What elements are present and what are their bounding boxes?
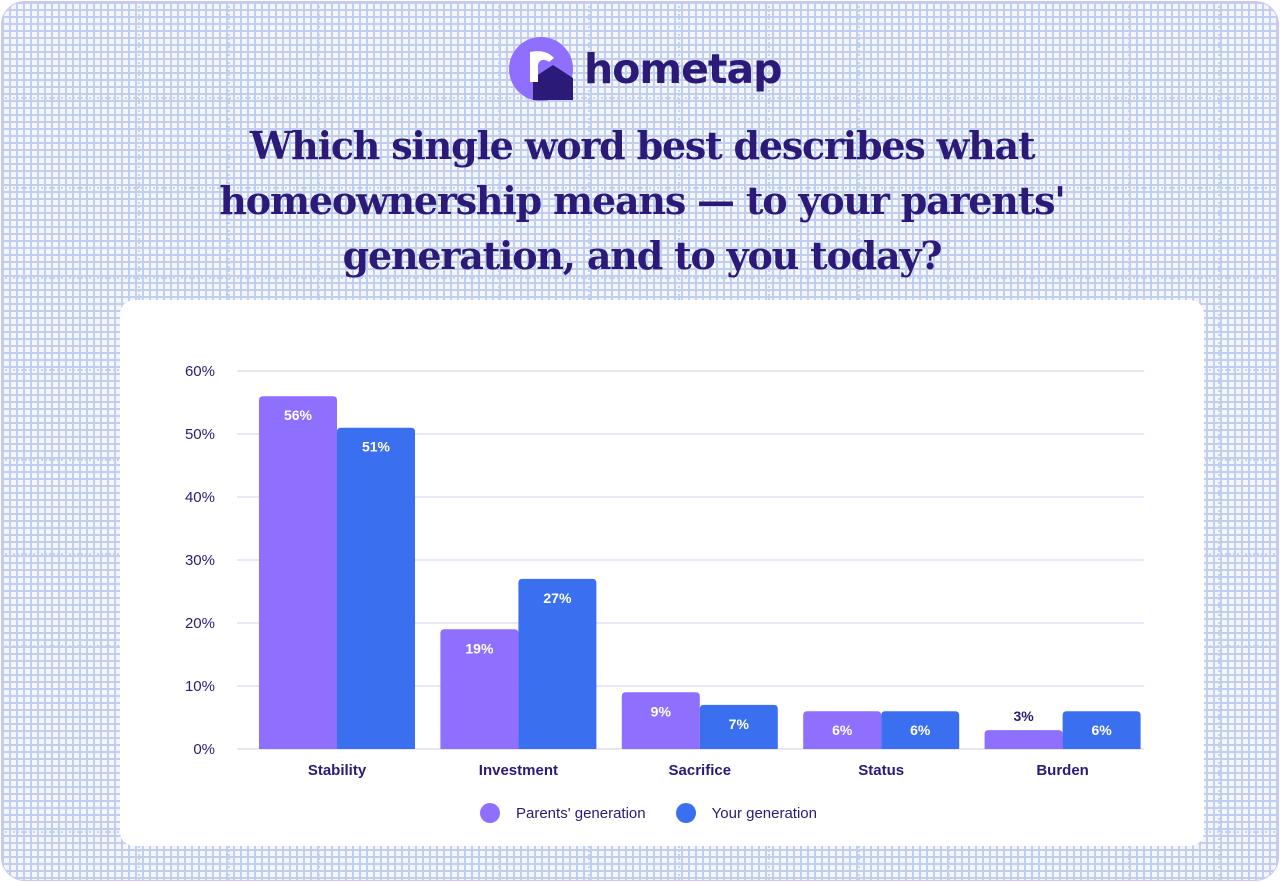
category-label: Status [858,762,904,779]
data-label: 19% [465,640,494,656]
data-label: 56% [284,407,313,423]
legend-label-yours: Your generation [711,804,817,822]
category-label: Burden [1036,762,1089,779]
hometap-logo-icon [509,37,573,101]
category-label: Stability [308,762,367,779]
bar [699,704,778,749]
chart-legend: Parents' generation Your generation [480,803,847,823]
data-label: 6% [1091,722,1112,738]
category-label: Investment [479,762,558,779]
legend-swatch-yours [675,803,696,823]
headline: Which single word best describes what ho… [219,123,1066,278]
data-label: 6% [832,722,853,738]
data-label: 9% [651,703,672,719]
legend-label-parents: Parents' generation [516,804,646,822]
bar [440,629,519,749]
bar [518,578,597,749]
brand-logo: hometap [508,36,782,102]
bar [621,692,700,749]
y-tick-label: 30% [185,552,215,569]
brand-name: hometap [584,45,782,93]
data-label: 3% [1013,708,1034,724]
legend-item-yours: Your generation [675,803,817,823]
y-tick-label: 0% [193,741,215,758]
bar [984,730,1063,749]
category-label: Sacrifice [669,762,732,779]
bar [337,427,415,749]
data-label: 27% [543,590,572,606]
y-tick-label: 20% [185,615,215,632]
legend-item-parents: Parents' generation [480,803,646,823]
bar-chart: 0% 10% 20% 30% 40% 50% 60% 56% 51% Stability 19% 27… [185,363,1144,779]
y-tick-label: 50% [185,426,215,443]
bar [259,396,337,749]
data-label: 7% [729,716,750,732]
bar [881,711,960,749]
bar [1062,711,1141,749]
legend-swatch-parents [480,803,500,823]
data-label: 51% [362,439,391,455]
chart-card: 0% 10% 20% 30% 40% 50% 60% 56% 51% Stability 19% 27… [120,300,1204,846]
bar [803,711,882,749]
y-tick-label: 10% [185,678,215,695]
data-label: 6% [910,722,931,738]
y-tick-label: 40% [185,489,215,506]
y-tick-label: 60% [185,363,215,380]
